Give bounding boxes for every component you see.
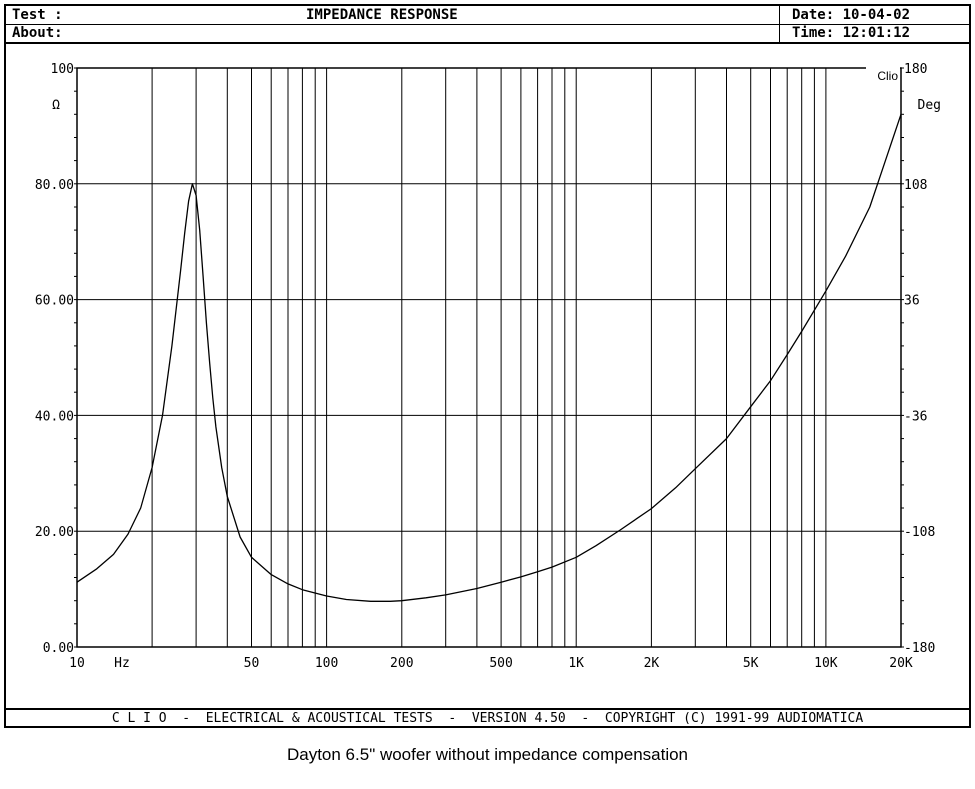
y2-tick-label: -108	[904, 525, 935, 540]
y2-tick-label: 108	[904, 178, 927, 193]
x-tick-label: 10	[69, 656, 85, 671]
y-axis-label: Ω	[52, 98, 60, 113]
x-axis-label: Hz	[114, 656, 130, 671]
y2-tick-label: 36	[904, 294, 920, 309]
page-title: IMPEDANCE RESPONSE	[306, 7, 458, 23]
y-tick-label: 80.00	[35, 178, 74, 193]
x-tick-label: 5K	[743, 656, 759, 671]
time-readout: Time: 12:01:12	[792, 25, 911, 41]
about-label: About:	[12, 25, 63, 41]
y2-axis-label: Deg	[918, 98, 941, 113]
figure-caption: Dayton 6.5" woofer without impedance com…	[286, 745, 689, 764]
x-tick-label: 500	[489, 656, 512, 671]
x-tick-label: 2K	[644, 656, 660, 671]
y-tick-label: 40.00	[35, 409, 74, 424]
x-tick-label: 10K	[814, 656, 838, 671]
measurement-window: Test : IMPEDANCE RESPONSE Date: 10-04-02…	[4, 4, 971, 728]
x-tick-label: 20K	[889, 656, 913, 671]
footer-copyright: C L I O - ELECTRICAL & ACOUSTICAL TESTS …	[111, 711, 864, 726]
header-divider	[779, 6, 780, 44]
date-readout: Date: 10-04-02	[792, 7, 911, 23]
x-tick-label: 1K	[568, 656, 584, 671]
x-tick-label: 200	[390, 656, 413, 671]
impedance-curve	[76, 114, 902, 602]
footer-bar: C L I O - ELECTRICAL & ACOUSTICAL TESTS …	[6, 708, 969, 728]
y-tick-label: 20.00	[35, 525, 74, 540]
header-row-1: Test : IMPEDANCE RESPONSE Date: 10-04-02	[6, 6, 969, 44]
x-tick-label: 50	[244, 656, 260, 671]
y2-tick-label: -180	[904, 641, 935, 656]
brand-mark: Clio	[877, 69, 898, 83]
plot-area	[76, 67, 902, 648]
y-tick-label: 0.00	[43, 641, 74, 656]
y-tick-label: 60.00	[35, 294, 74, 309]
y2-tick-label: -36	[904, 409, 927, 424]
header-row-2: About: Time: 12:01:12	[6, 24, 969, 44]
test-label: Test :	[12, 7, 63, 23]
x-tick-label: 100	[315, 656, 338, 671]
y2-tick-label: 180	[904, 62, 927, 77]
y-tick-label: 100	[51, 62, 74, 77]
brand-mark-bg	[866, 67, 900, 84]
